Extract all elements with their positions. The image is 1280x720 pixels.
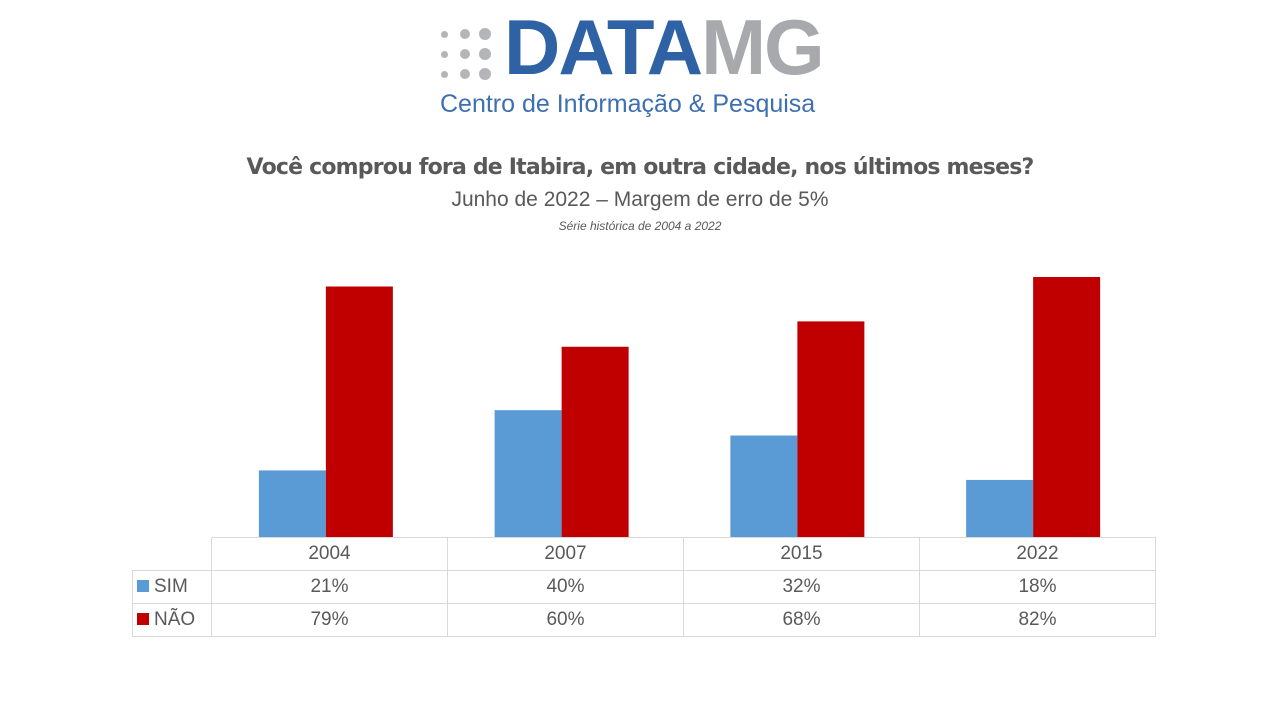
data-label-sim: 40% [447, 570, 684, 604]
bar-sim-2004 [258, 470, 326, 537]
data-label-sim: 32% [683, 570, 920, 604]
data-label-nao: 68% [683, 603, 920, 637]
legend-swatch-nao [137, 613, 149, 625]
legend-nao: NÃO [132, 603, 212, 637]
legend-swatch-sim [137, 580, 149, 592]
logo-data-text: DATA [504, 3, 703, 91]
category-label: 2004 [211, 537, 448, 571]
legend-label-nao: NÃO [154, 609, 196, 630]
data-label-sim: 18% [919, 570, 1156, 604]
legend-sim: SIM [132, 570, 212, 604]
category-label: 2007 [447, 537, 684, 571]
logo-mg-text: MG [701, 3, 825, 91]
bar-sim-2007 [494, 410, 562, 537]
logo-dots-icon [438, 26, 498, 82]
data-table: 2004 2007 2015 2022 SIM 21% 40% 32% 18% … [132, 537, 1156, 637]
bar-sim-2022 [966, 479, 1034, 537]
logo-wordmark: DATAMG [504, 8, 825, 86]
data-label-nao: 60% [447, 603, 684, 637]
bar-nao-2004 [325, 286, 393, 537]
bar-sim-2015 [730, 435, 798, 537]
data-label-nao: 82% [919, 603, 1156, 637]
data-label-nao: 79% [211, 603, 448, 637]
chart-subtitle: Junho de 2022 – Margem de erro de 5% [451, 188, 829, 211]
datamg-logo: DATAMG Centro de Informação & Pesquisa [438, 8, 838, 122]
table-corner [132, 537, 212, 571]
bar-nao-2015 [797, 321, 865, 537]
table-row-sim: SIM 21% 40% 32% 18% [132, 570, 1156, 604]
category-label: 2015 [683, 537, 920, 571]
chart-title: Você comprou fora de Itabira, em outra c… [246, 155, 1035, 180]
logo-tagline: Centro de Informação & Pesquisa [440, 90, 816, 118]
chart-note: Série histórica de 2004 a 2022 [558, 219, 722, 233]
bar-nao-2022 [1033, 277, 1101, 537]
table-header-row: 2004 2007 2015 2022 [132, 537, 1156, 571]
category-label: 2022 [919, 537, 1156, 571]
table-row-nao: NÃO 79% 60% 68% 82% [132, 603, 1156, 637]
data-label-sim: 21% [211, 570, 448, 604]
legend-label-sim: SIM [154, 576, 188, 597]
bar-nao-2007 [561, 346, 629, 537]
